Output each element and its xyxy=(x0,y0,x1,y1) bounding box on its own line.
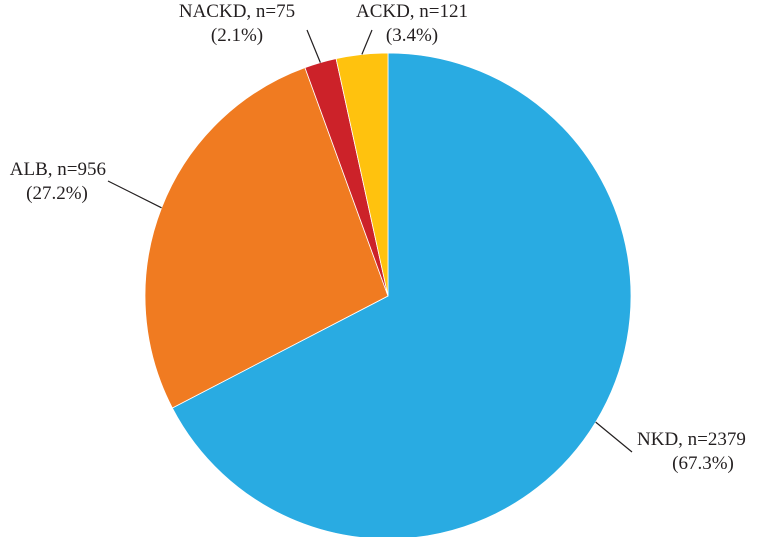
leader-line-alb xyxy=(107,180,162,209)
slice-percent-nkd: (67.3%) xyxy=(672,453,734,474)
leader-line-nackd xyxy=(306,29,321,63)
slice-percent-nackd: (2.1%) xyxy=(211,25,263,46)
slice-labels: NKD, n=2379 (67.3%) ALB, n=956 (27.2%) NACKD… xyxy=(10,1,746,474)
slice-label-nkd: NKD, n=2379 xyxy=(637,429,746,450)
slice-label-nackd: NACKD, n=75 xyxy=(179,1,295,22)
slice-label-alb: ALB, n=956 xyxy=(10,159,106,180)
leader-line-ackd xyxy=(361,29,373,55)
leader-line-nkd xyxy=(595,421,633,453)
pie-slice-ackd xyxy=(335,52,389,297)
slice-percent-alb: (27.2%) xyxy=(26,183,88,204)
leader-lines xyxy=(107,29,633,453)
pie-slice-alb xyxy=(144,67,389,409)
pie-slices xyxy=(144,52,632,537)
slice-label-ackd: ACKD, n=121 xyxy=(356,1,468,22)
slice-percent-ackd: (3.4%) xyxy=(386,25,438,46)
